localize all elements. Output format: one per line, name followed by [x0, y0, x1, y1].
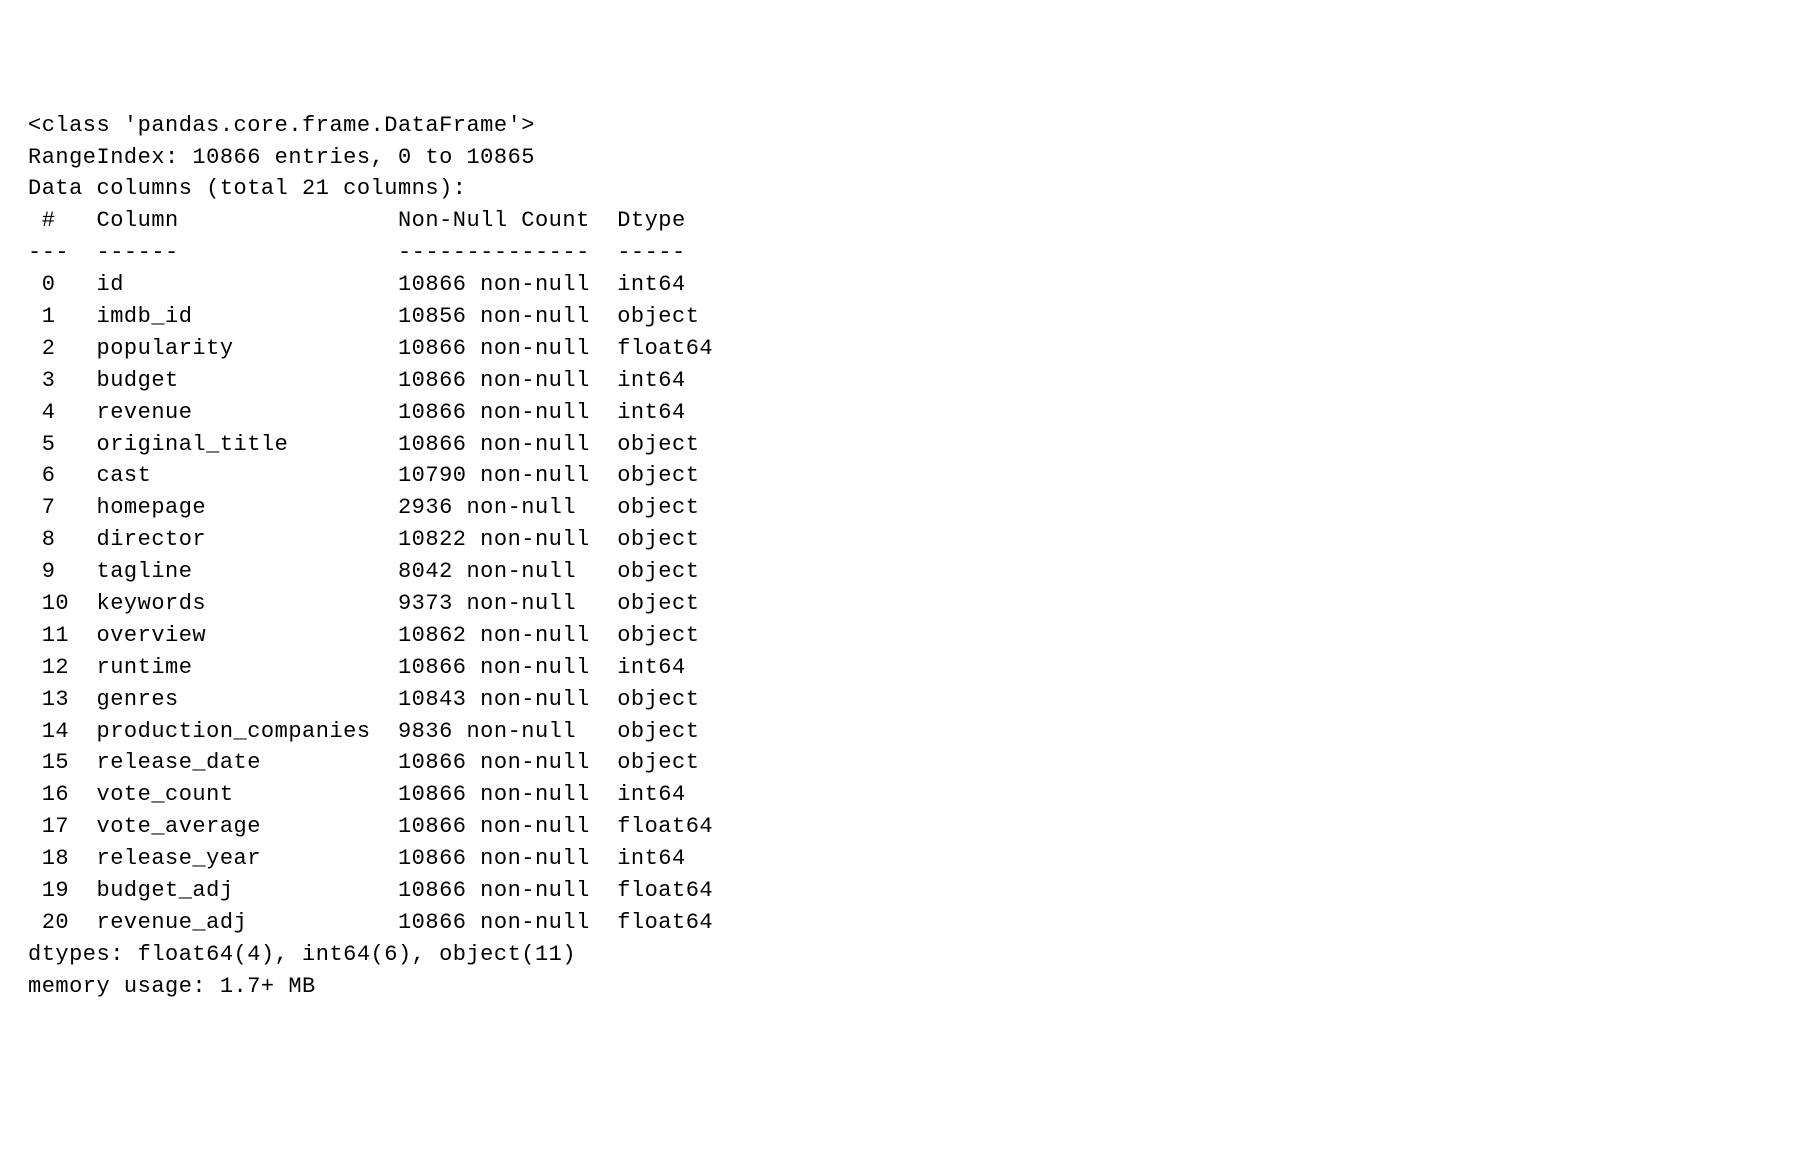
dtypes-summary: dtypes: float64(4), int64(6), object(11)	[28, 942, 576, 967]
df-info-output: <class 'pandas.core.frame.DataFrame'> Ra…	[28, 110, 1770, 1003]
data-columns-line: Data columns (total 21 columns):	[28, 176, 466, 201]
memory-usage: memory usage: 1.7+ MB	[28, 974, 316, 999]
columns-body: 0 id 10866 non-null int64 1 imdb_id 1085…	[28, 272, 713, 935]
columns-separator: --- ------ -------------- -----	[28, 240, 713, 265]
class-line: <class 'pandas.core.frame.DataFrame'>	[28, 113, 535, 138]
columns-header: # Column Non-Null Count Dtype	[28, 208, 713, 233]
range-index-line: RangeIndex: 10866 entries, 0 to 10865	[28, 145, 535, 170]
